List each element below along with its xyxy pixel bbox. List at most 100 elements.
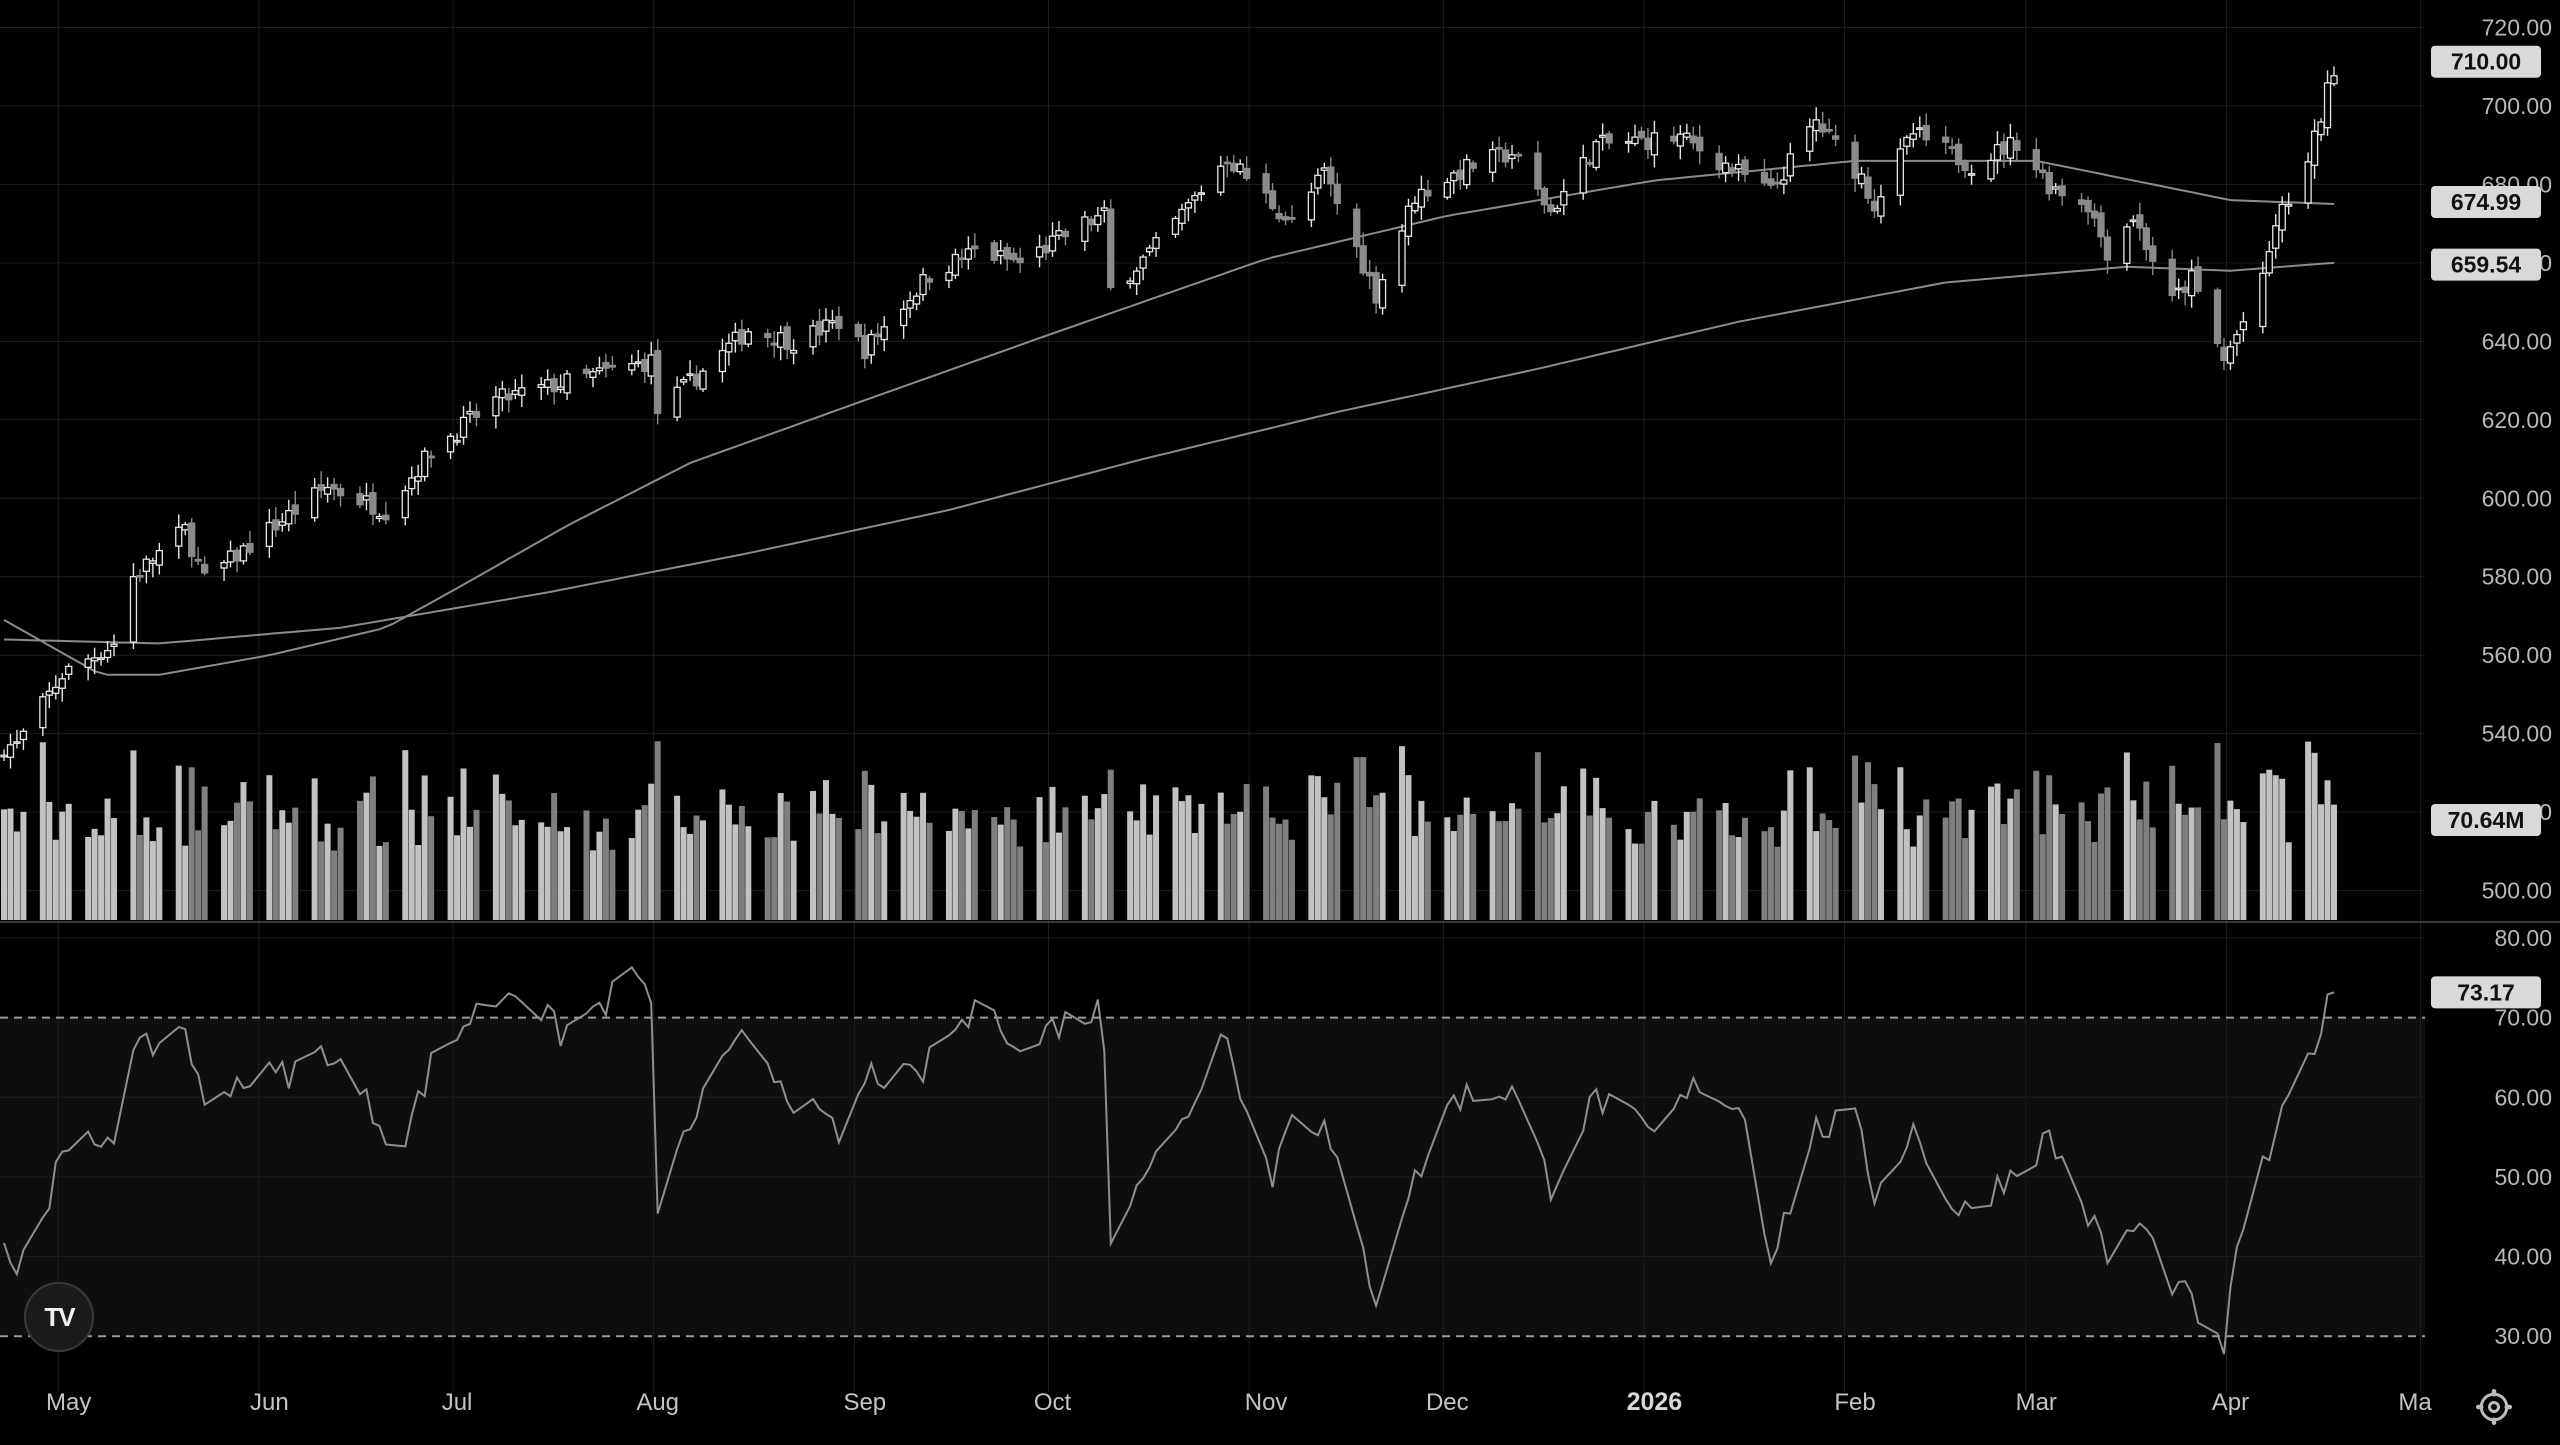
volume-bar (1670, 824, 1677, 920)
candle (1288, 205, 1296, 224)
candle (2317, 118, 2325, 142)
candle (1683, 123, 1691, 140)
candle (2039, 161, 2047, 179)
volume-bar (2272, 775, 2279, 920)
volume-bar (266, 775, 273, 920)
volume-bar (648, 783, 655, 920)
volume-bar (324, 823, 331, 920)
candle (2123, 223, 2131, 271)
candle (382, 501, 390, 525)
candle (2304, 152, 2312, 209)
candle (971, 233, 979, 258)
volume-bar (1502, 821, 1509, 920)
volume-bar (1787, 770, 1794, 920)
volume-bar (1373, 795, 1380, 920)
volume-bar (1767, 827, 1774, 920)
volume-bar (65, 803, 72, 920)
candle (265, 508, 274, 558)
volume-bar (1101, 793, 1108, 920)
tradingview-logo-icon[interactable]: TV (24, 1282, 94, 1352)
candle (2226, 340, 2235, 370)
candle (1831, 124, 1840, 147)
candle (1132, 267, 1141, 296)
volume-bar (1638, 843, 1645, 920)
volume-bar (1314, 776, 1321, 920)
volume-bar (2259, 773, 2266, 920)
price-tick-label: 620.00 (2482, 407, 2552, 433)
rsi-tick-label: 30.00 (2494, 1323, 2552, 1349)
candle (1560, 179, 1568, 216)
volume-bar (965, 828, 972, 920)
candle (194, 546, 202, 566)
volume-bar (1140, 784, 1147, 920)
moving-averages (3, 159, 2335, 676)
candle (919, 267, 927, 301)
last-price-tag: 710.00 (2431, 45, 2541, 78)
volume-bar (46, 801, 53, 920)
candle (2136, 202, 2144, 241)
volume-bar (2000, 824, 2007, 920)
volume-bar (363, 792, 370, 920)
candle (2194, 256, 2202, 294)
volume-bar (1554, 813, 1561, 920)
candle (951, 248, 960, 280)
volume-bar (1153, 795, 1160, 920)
candle (945, 265, 953, 289)
volume-bar (881, 821, 888, 920)
candle (453, 433, 461, 446)
rsi-tick-label: 40.00 (2494, 1244, 2552, 1270)
candle (1896, 138, 1905, 206)
candle (136, 569, 144, 582)
volume-bar (1606, 817, 1613, 920)
candle (1877, 184, 1885, 224)
volume-bar (1146, 834, 1153, 920)
candle (2272, 214, 2280, 259)
volume-bar (201, 786, 208, 920)
volume-bar (641, 805, 648, 920)
volume-bar (674, 795, 681, 920)
volume-bar (39, 742, 46, 920)
candle (2259, 261, 2267, 334)
volume-bar (1088, 819, 1095, 920)
volume-bar (505, 800, 512, 920)
settings-gear-icon[interactable] (2476, 1389, 2512, 1425)
volume-bar (2175, 803, 2182, 920)
price-tick-label: 560.00 (2482, 642, 2552, 668)
volume-bar (2311, 752, 2318, 920)
volume-bar (1644, 811, 1651, 920)
volume-bar (331, 850, 338, 920)
candle (97, 652, 105, 666)
candle (2278, 196, 2286, 243)
volume-bar (285, 822, 292, 920)
volume-bar (292, 807, 299, 920)
volume-bar (2143, 781, 2150, 920)
volume-bar (1470, 813, 1477, 920)
volume-bar (1321, 797, 1328, 920)
rsi-tick-label: 70.00 (2494, 1005, 2552, 1031)
volume-bar (1269, 817, 1276, 920)
volume-bar (143, 817, 150, 920)
candle (1417, 175, 1426, 220)
volume-bar (1735, 836, 1742, 920)
candle (880, 316, 888, 351)
volume-bar (544, 826, 551, 920)
volume-bar (1081, 795, 1088, 920)
volume-bar (512, 825, 519, 920)
volume-bar (2033, 770, 2040, 920)
volume-bar (59, 811, 66, 920)
candle (446, 433, 455, 460)
candle (2265, 241, 2273, 277)
rsi-tick-label: 80.00 (2494, 925, 2552, 951)
volume-bar (7, 808, 14, 920)
candle (2097, 205, 2105, 248)
sma-50-tag: 674.99 (2431, 186, 2541, 219)
candle (1728, 163, 1736, 177)
volume-bar (272, 829, 279, 920)
time-axis-label: Ma (2398, 1389, 2432, 1416)
volume-bar (1, 809, 7, 920)
volume-bar (1457, 814, 1464, 920)
candle (52, 675, 60, 700)
candle (964, 236, 973, 270)
